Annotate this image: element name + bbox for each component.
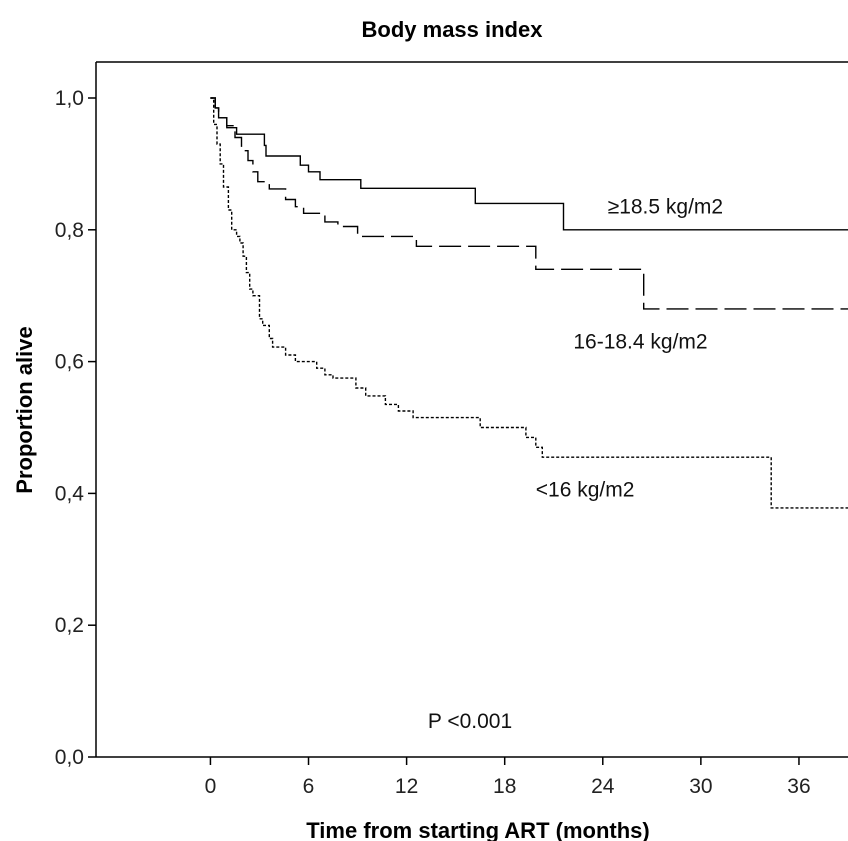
series-line-dashed	[210, 97, 848, 310]
y-tick-label: 0,8	[55, 219, 84, 242]
y-tick-label: 1,0	[55, 87, 84, 110]
x-tick-label: 0	[205, 775, 217, 798]
x-tick-label: 24	[591, 775, 615, 798]
chart-title: Body mass index	[362, 17, 544, 42]
p-value-annotation: P <0.001	[428, 710, 512, 733]
x-tick-label: 36	[787, 775, 810, 798]
x-axis-title: Time from starting ART (months)	[306, 818, 649, 841]
y-axis-ticks: 0,0 0,2 0,4 0,6 0,8 1,0	[55, 87, 96, 769]
x-tick-label: 6	[303, 775, 315, 798]
series-label-dotted: <16 kg/m2	[536, 479, 635, 502]
series-labels: ≥18.5 kg/m2 16-18.4 kg/m2 <16 kg/m2	[536, 195, 723, 501]
x-axis-ticks: 0 6 12 18 24 30 36	[205, 757, 811, 798]
y-tick-label: 0,2	[55, 614, 84, 637]
x-tick-label: 12	[395, 775, 418, 798]
series-label-dashed: 16-18.4 kg/m2	[573, 330, 707, 353]
series-label-solid: ≥18.5 kg/m2	[608, 195, 723, 218]
y-tick-label: 0,4	[55, 482, 85, 505]
survival-curves	[210, 97, 848, 509]
x-tick-label: 30	[689, 775, 712, 798]
y-tick-label: 0,6	[55, 351, 84, 374]
series-line-dotted	[210, 97, 848, 509]
series-line-solid	[210, 97, 848, 231]
y-axis-title: Proportion alive	[12, 326, 37, 493]
y-tick-label: 0,0	[55, 746, 84, 769]
x-tick-label: 18	[493, 775, 516, 798]
